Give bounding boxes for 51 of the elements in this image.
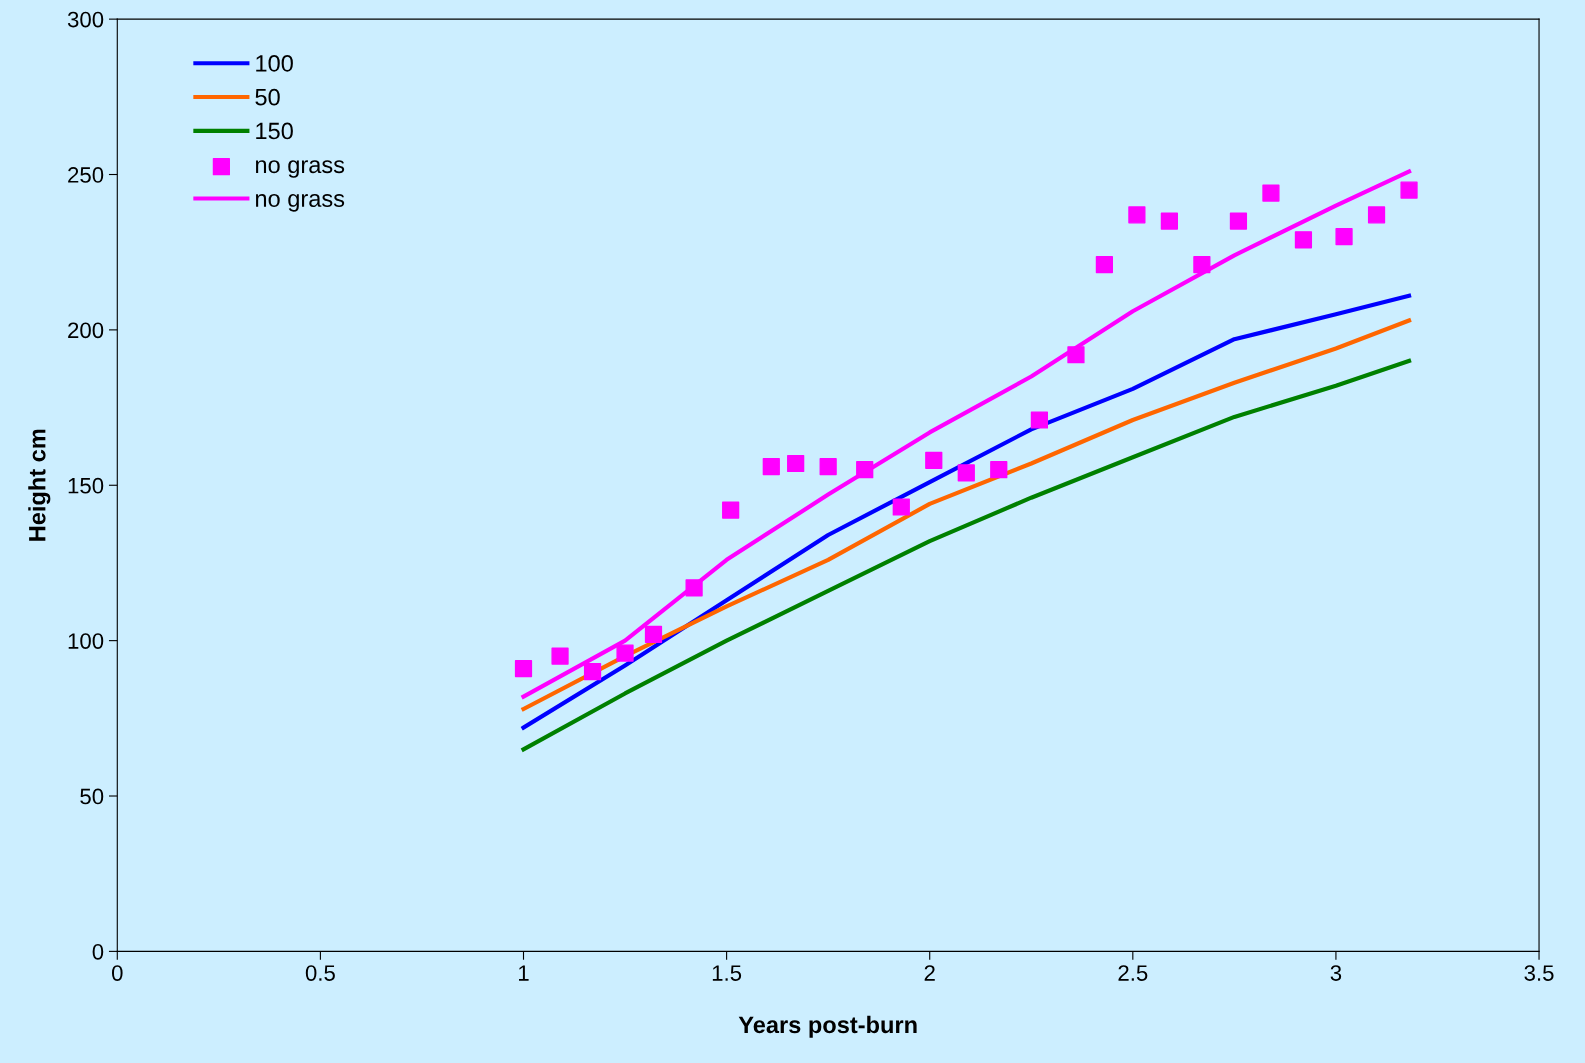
point bbox=[551, 647, 569, 665]
point bbox=[990, 461, 1008, 479]
point bbox=[1067, 346, 1085, 364]
point bbox=[722, 501, 740, 519]
point bbox=[644, 625, 663, 644]
x-tick-label: 3 bbox=[1330, 965, 1342, 981]
point bbox=[1294, 231, 1313, 249]
point bbox=[514, 659, 533, 678]
y-tick-label: 150 bbox=[68, 477, 104, 494]
x-tick-label: 2.5 bbox=[1118, 965, 1148, 981]
y-tick-label: 250 bbox=[68, 167, 104, 183]
point bbox=[1229, 212, 1248, 230]
x-tick-label: 0 bbox=[111, 965, 123, 981]
line-series bbox=[521, 169, 1412, 699]
legend-label: 100 bbox=[256, 54, 293, 72]
point bbox=[1128, 206, 1146, 224]
point bbox=[685, 579, 703, 597]
point bbox=[957, 464, 975, 482]
line-series bbox=[521, 358, 1412, 752]
x-tick-label: 1 bbox=[519, 965, 529, 981]
point bbox=[819, 458, 837, 476]
x-tick-label: 0.5 bbox=[305, 965, 335, 981]
legend-label: 50 bbox=[255, 88, 280, 106]
x-axis-title: Years post-burn bbox=[738, 1015, 917, 1038]
legend-label: 150 bbox=[256, 122, 293, 140]
x-tick-label: 1.5 bbox=[712, 965, 742, 981]
legend-label: no grass bbox=[256, 160, 345, 178]
point bbox=[787, 454, 805, 473]
y-tick-label: 50 bbox=[80, 788, 104, 805]
point bbox=[1193, 256, 1211, 274]
point bbox=[1030, 411, 1049, 429]
y-tick-label: 300 bbox=[67, 11, 104, 28]
point bbox=[616, 644, 634, 662]
point bbox=[1335, 228, 1353, 246]
point bbox=[892, 498, 910, 516]
point bbox=[762, 458, 780, 476]
point bbox=[1160, 212, 1178, 230]
y-tick-label: 0 bbox=[92, 943, 104, 960]
point bbox=[1095, 256, 1114, 274]
point bbox=[856, 461, 874, 479]
legend-label: no grass bbox=[256, 194, 345, 212]
point bbox=[1367, 206, 1386, 224]
y-tick-label: 200 bbox=[68, 322, 104, 339]
x-tick-label: 2 bbox=[924, 965, 935, 981]
y-axis-title: Height cm bbox=[28, 429, 51, 541]
point bbox=[925, 451, 943, 470]
point bbox=[583, 663, 602, 681]
y-tick-label: 100 bbox=[68, 633, 104, 649]
x-tick-label: 3.5 bbox=[1524, 965, 1554, 981]
point bbox=[1400, 181, 1418, 199]
point bbox=[1262, 184, 1280, 202]
